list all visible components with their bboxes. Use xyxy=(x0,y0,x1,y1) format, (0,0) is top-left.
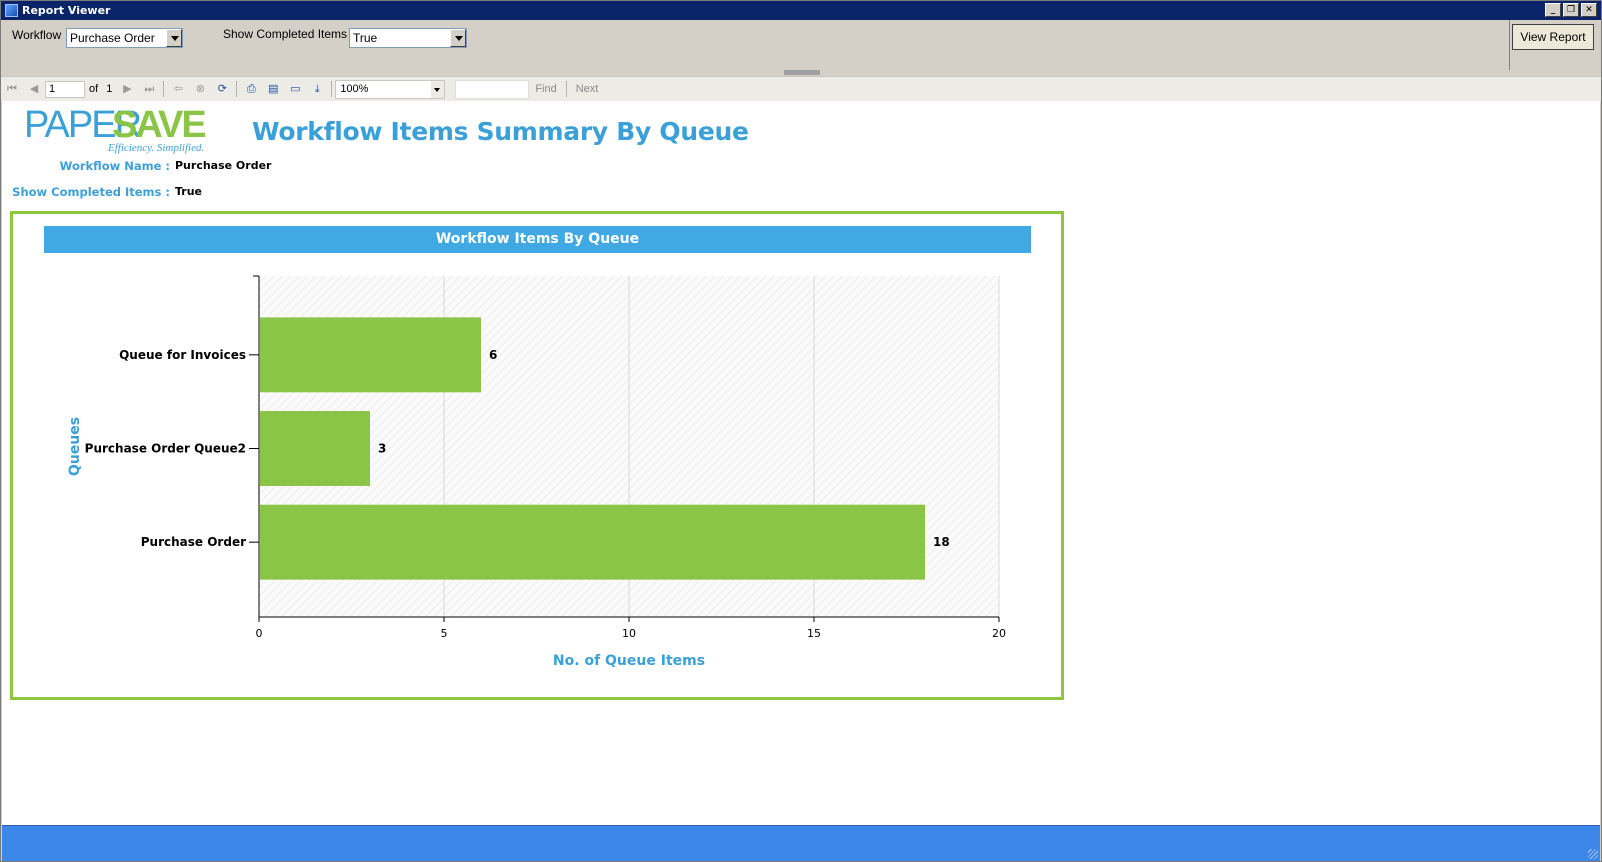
previous-page-icon[interactable]: ◀ xyxy=(29,83,39,95)
print-layout-icon[interactable]: ▤ xyxy=(268,83,279,95)
report-title: Workflow Items Summary By Queue xyxy=(252,117,749,146)
report-toolbar: ⏮ ◀ 1 of 1 ▶ ⏭ ⇦ ⊗ ⟳ ⎙ ▤ ▭ ⤓ 100% Find N… xyxy=(1,76,1601,101)
show-completed-select[interactable]: True xyxy=(349,28,467,48)
data-label: 18 xyxy=(933,535,950,549)
category-label: Queue for Invoices xyxy=(119,348,246,362)
restore-icon[interactable]: ❐ xyxy=(1563,3,1579,17)
page-total: 1 xyxy=(106,83,113,95)
page-setup-icon[interactable]: ▭ xyxy=(290,83,301,95)
x-tick-label: 5 xyxy=(441,627,448,640)
next-page-icon[interactable]: ▶ xyxy=(123,83,132,95)
next-link[interactable]: Next xyxy=(575,83,599,95)
refresh-icon[interactable]: ⟳ xyxy=(217,83,227,95)
show-completed-items-label: Show Completed Items : xyxy=(12,185,170,199)
parameter-area: Workflow Purchase Order Show Completed I… xyxy=(1,20,1601,76)
stop-icon[interactable]: ⊗ xyxy=(195,83,205,95)
logo-paper-text: PAPER xyxy=(24,104,141,146)
bar xyxy=(260,317,481,393)
show-completed-select-value: True xyxy=(353,31,378,45)
export-icon[interactable]: ⤓ xyxy=(314,83,320,95)
app-icon xyxy=(5,4,18,17)
page-number-input[interactable]: 1 xyxy=(45,80,85,98)
window-controls: _ ❐ ✕ xyxy=(1545,3,1597,17)
report-canvas: PAPER SAVE Efficiency. Simplified. Workf… xyxy=(2,101,1600,825)
page-of-label: of xyxy=(89,83,99,95)
show-completed-items-value: True xyxy=(175,185,203,198)
print-icon[interactable]: ⎙ xyxy=(246,83,256,95)
workflow-select[interactable]: Purchase Order xyxy=(66,28,183,48)
data-label: 6 xyxy=(489,348,497,362)
x-tick-label: 10 xyxy=(622,627,636,640)
x-axis-title: No. of Queue Items xyxy=(553,653,705,669)
workflow-name-label: Workflow Name : xyxy=(59,159,170,173)
back-icon[interactable]: ⇦ xyxy=(173,83,183,95)
data-label: 3 xyxy=(378,442,386,456)
first-page-icon[interactable]: ⏮ xyxy=(7,83,17,95)
close-icon[interactable]: ✕ xyxy=(1581,3,1597,17)
toolbar-separator xyxy=(163,81,165,97)
show-completed-label: Show Completed Items xyxy=(223,27,348,41)
toolbar-separator xyxy=(565,81,567,97)
bar-chart: 0 5 10 15 20 Queue for Invoices 6 Purchase Orde… xyxy=(67,275,1006,669)
minimize-icon[interactable]: _ xyxy=(1545,3,1561,17)
x-tick-label: 15 xyxy=(807,627,821,640)
workflow-select-value: Purchase Order xyxy=(70,31,155,45)
workflow-name-value: Purchase Order xyxy=(175,159,272,172)
papersave-logo: PAPER SAVE Efficiency. Simplified. xyxy=(24,101,224,157)
chevron-down-icon[interactable] xyxy=(450,29,466,47)
zoom-value: 100% xyxy=(340,82,369,95)
toolbar-separator xyxy=(331,81,333,97)
resize-grip-icon[interactable] xyxy=(1588,849,1598,859)
bar xyxy=(260,411,370,486)
title-bar: Report Viewer _ ❐ ✕ xyxy=(1,1,1601,20)
workflow-label: Workflow xyxy=(12,28,62,42)
find-link[interactable]: Find xyxy=(535,83,557,95)
chevron-down-icon[interactable] xyxy=(431,80,445,98)
logo-tagline: Efficiency. Simplified. xyxy=(107,142,204,154)
zoom-select[interactable]: 100% xyxy=(335,79,446,99)
x-tick-label: 20 xyxy=(992,627,1006,640)
view-report-area: View Report xyxy=(1509,20,1601,70)
category-label: Purchase Order Queue2 xyxy=(85,442,246,456)
chevron-down-icon[interactable] xyxy=(166,29,182,47)
toolbar-separator xyxy=(236,81,238,97)
chart-title: Workflow Items By Queue xyxy=(44,226,1031,253)
window-title: Report Viewer xyxy=(22,4,111,17)
bar xyxy=(260,504,925,580)
logo-save-text: SAVE xyxy=(112,104,205,146)
status-bar xyxy=(2,825,1600,861)
y-axis-title: Queues xyxy=(67,417,83,476)
view-report-button[interactable]: View Report xyxy=(1512,24,1594,50)
chart-frame: Workflow Items By Queue 0 5 10 15 20 Queue fo… xyxy=(10,211,1064,700)
category-label: Purchase Order xyxy=(141,535,246,549)
find-input[interactable] xyxy=(455,79,530,99)
x-tick-label: 0 xyxy=(256,627,263,640)
collapse-handle[interactable] xyxy=(784,70,820,75)
last-page-icon[interactable]: ⏭ xyxy=(144,83,155,95)
